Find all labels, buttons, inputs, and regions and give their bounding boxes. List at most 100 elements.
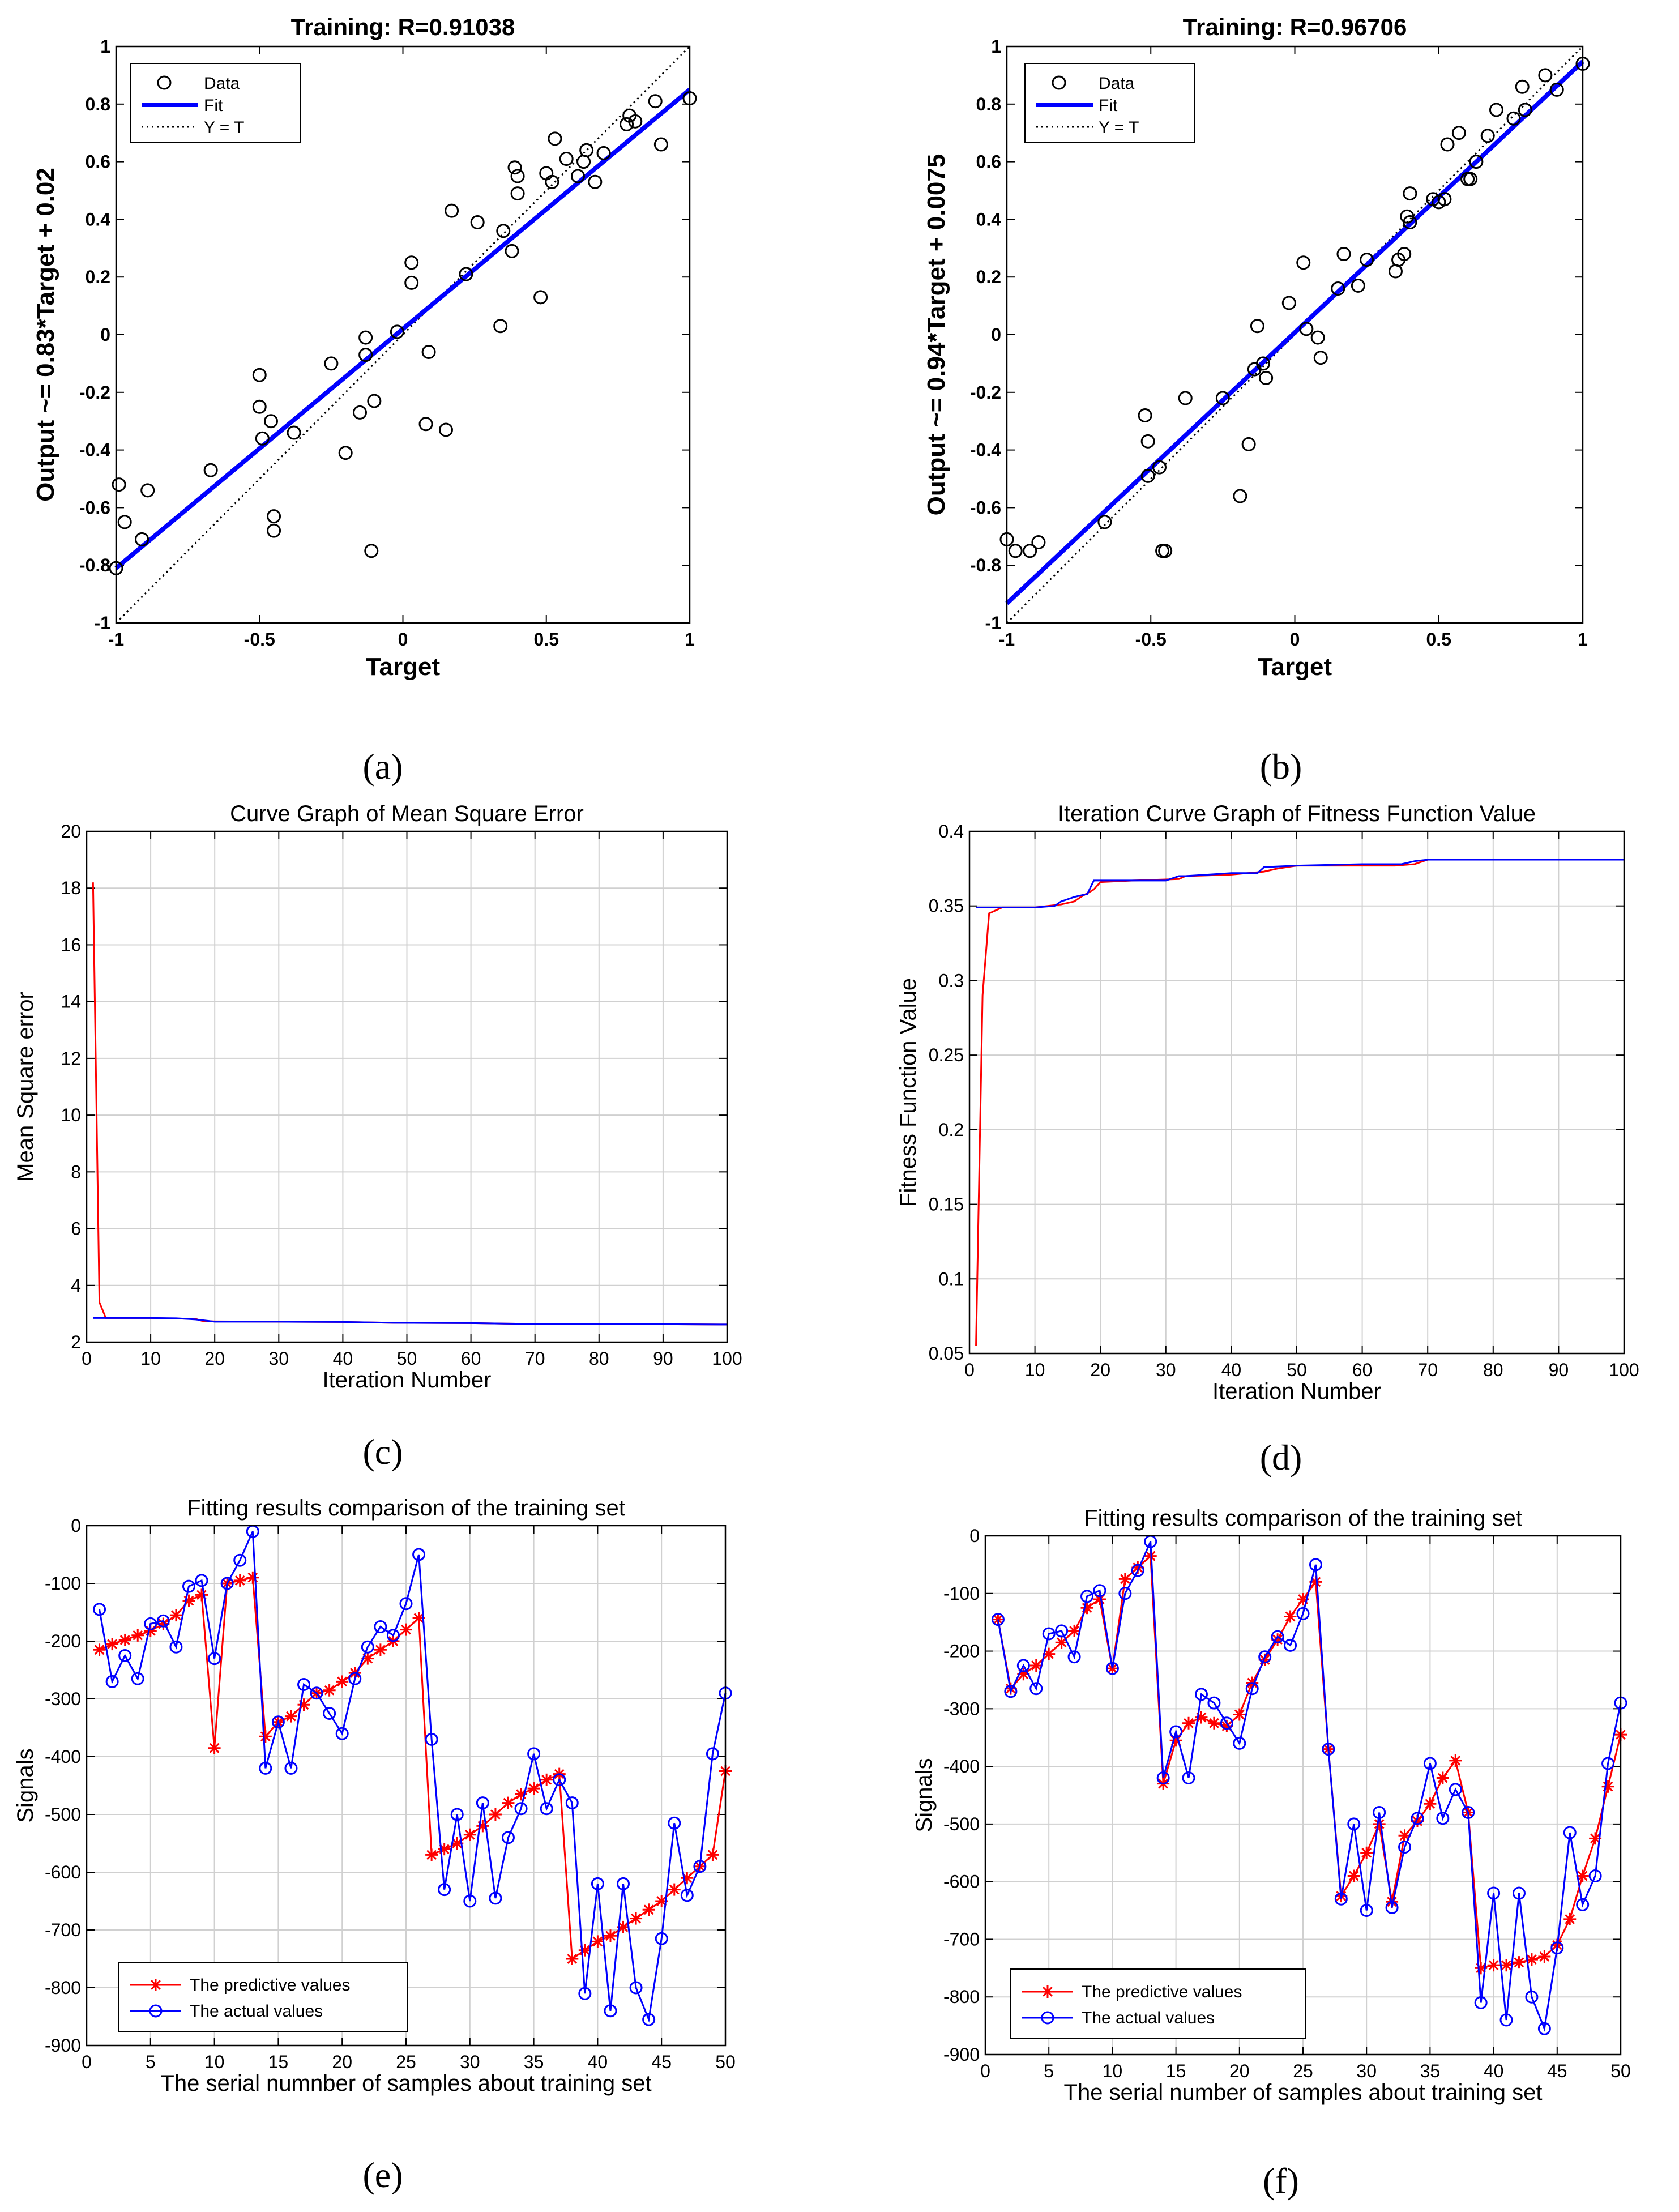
y-axis-label: Mean Square error xyxy=(13,992,38,1182)
predicted-value-marker xyxy=(425,1848,438,1861)
predicted-value-marker xyxy=(489,1808,502,1821)
actual-value-marker xyxy=(991,1613,1005,1626)
x-tick-label: 100 xyxy=(1609,1360,1639,1380)
data-point xyxy=(548,131,562,146)
y-tick-label: 0.1 xyxy=(939,1269,964,1289)
predicted-value-marker xyxy=(246,1571,259,1584)
star-stroke xyxy=(171,1610,181,1620)
data-point xyxy=(1215,391,1230,405)
actual-value-marker xyxy=(540,1802,553,1816)
x-tick-label: 5 xyxy=(146,2052,156,2072)
subfigure-caption: (d) xyxy=(1260,1437,1302,1477)
x-axis-label: Iteration Number xyxy=(323,1368,492,1393)
actual-value-marker xyxy=(1016,1659,1030,1672)
y-tick-label: 0 xyxy=(100,324,110,345)
star-stroke xyxy=(119,1635,130,1645)
star-stroke xyxy=(234,1575,245,1586)
actual-value-marker xyxy=(1309,1558,1322,1572)
actual-value-marker xyxy=(1423,1757,1437,1770)
actual-value-marker xyxy=(476,1796,489,1810)
y-tick-label: -600 xyxy=(45,1862,81,1882)
series-line-blue xyxy=(93,1317,728,1326)
legend-entry: Y = T xyxy=(204,118,244,137)
y-tick-label: -0.8 xyxy=(970,555,1001,575)
actual-value-marker xyxy=(1563,1826,1577,1839)
predicted-value-marker xyxy=(1576,1869,1589,1882)
actual-value-marker xyxy=(412,1548,426,1561)
x-tick-label: 50 xyxy=(1287,1360,1307,1380)
star-stroke xyxy=(1120,1574,1130,1585)
star-stroke xyxy=(1539,1951,1550,1962)
data-point xyxy=(1336,246,1351,261)
x-tick-label: 40 xyxy=(588,2052,608,2072)
legend-box xyxy=(118,1962,408,2032)
x-tick-label: 30 xyxy=(460,2052,480,2072)
y-tick-label: 0.35 xyxy=(929,896,964,916)
y-tick-label: -900 xyxy=(943,2044,980,2065)
actual-value-marker xyxy=(259,1761,272,1775)
star-stroke xyxy=(260,1731,271,1742)
data-point xyxy=(1538,68,1553,83)
star-stroke xyxy=(643,1904,654,1915)
data-point xyxy=(358,348,373,362)
data-point xyxy=(1152,460,1167,475)
actual-value-marker xyxy=(565,1796,579,1810)
star-stroke xyxy=(1044,1649,1054,1659)
actual-value-marker xyxy=(1029,1682,1043,1696)
star-stroke xyxy=(707,1850,718,1860)
y-tick-label: -1 xyxy=(985,613,1001,633)
data-point xyxy=(1549,82,1564,97)
predicted-value-marker xyxy=(1373,1817,1386,1830)
data-point xyxy=(255,431,270,446)
actual-value-marker xyxy=(1194,1688,1208,1701)
data-point xyxy=(496,224,511,238)
data-point xyxy=(1259,370,1274,385)
x-axis-label: The serial number of samples about train… xyxy=(1064,2080,1543,2105)
actual-value-marker xyxy=(361,1640,374,1654)
actual-value-marker xyxy=(1537,2022,1551,2035)
actual-value-marker xyxy=(1067,1650,1081,1664)
y-tick-label: 0 xyxy=(991,324,1001,345)
star-stroke xyxy=(993,1614,1003,1625)
predicted-value-marker xyxy=(1182,1716,1195,1730)
y-tick-label: -100 xyxy=(45,1573,81,1594)
y-tick-label: -0.8 xyxy=(79,555,110,575)
data-point xyxy=(559,152,574,166)
data-point xyxy=(1158,544,1173,558)
y-tick-label: 0.4 xyxy=(86,209,111,229)
star-stroke xyxy=(1425,1799,1436,1809)
actual-value-marker xyxy=(131,1672,144,1685)
x-axis-label: Iteration Number xyxy=(1212,1379,1381,1404)
star-stroke xyxy=(605,1931,616,1941)
star-stroke xyxy=(426,1850,437,1860)
actual-value-marker xyxy=(1118,1587,1132,1600)
data-point xyxy=(1403,215,1417,229)
fit-line xyxy=(1005,59,1584,605)
star-stroke xyxy=(541,1774,552,1785)
actual-value-marker xyxy=(1462,1806,1475,1820)
y-tick-label: 0.4 xyxy=(976,209,1002,229)
subfigure-caption: (e) xyxy=(362,2155,403,2195)
data-point xyxy=(1397,246,1412,261)
data-point xyxy=(1008,544,1023,558)
y-tick-label: 1 xyxy=(100,36,110,57)
x-axis-label: Target xyxy=(366,653,441,681)
actual-value-marker xyxy=(489,1891,502,1905)
predicted-value-marker xyxy=(284,1710,297,1723)
data-point xyxy=(135,532,149,546)
legend-entry: Fit xyxy=(1099,96,1118,115)
star-stroke xyxy=(464,1829,475,1840)
x-tick-label: 0 xyxy=(82,1348,92,1369)
predicted-value-marker xyxy=(617,1920,630,1933)
legend-entry: Data xyxy=(1099,74,1135,93)
data-point xyxy=(1451,126,1466,140)
data-point xyxy=(252,399,267,414)
y-axis-label: Output ~= 0.94*Target + 0.0075 xyxy=(922,154,950,516)
data-point xyxy=(596,146,611,160)
predicted-value-marker xyxy=(336,1675,349,1688)
predicted-value-marker xyxy=(93,1643,106,1656)
actual-value-marker xyxy=(1245,1682,1259,1696)
star-stroke xyxy=(1056,1637,1067,1648)
predicted-value-marker xyxy=(259,1730,272,1743)
actual-value-marker xyxy=(1271,1630,1284,1643)
